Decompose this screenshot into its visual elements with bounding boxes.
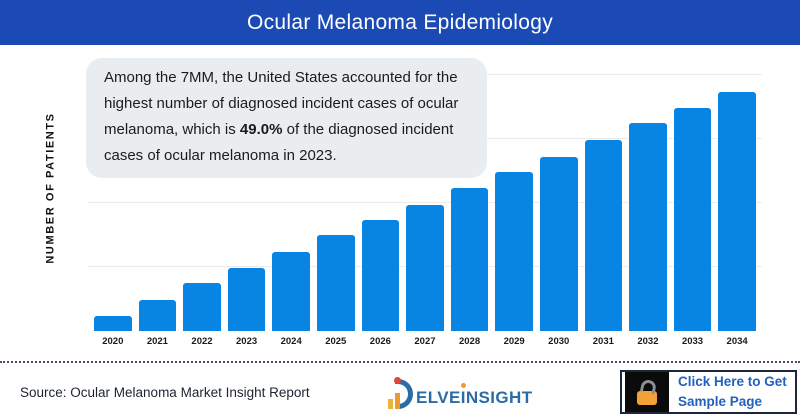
bar-cell-2029: 2029: [495, 172, 533, 350]
button-label-line2: Sample Page: [678, 394, 763, 409]
bar-cell-2032: 2032: [629, 123, 667, 350]
logo-red-dot-icon: [394, 377, 401, 384]
x-tick-label: 2025: [325, 336, 347, 347]
x-tick-label: 2026: [369, 336, 391, 347]
open-padlock-icon: [625, 372, 669, 412]
logo-mini-bar-icon: [388, 399, 393, 409]
x-tick-label: 2022: [191, 336, 213, 347]
bar-2033: [673, 108, 712, 331]
bar-2032: [629, 123, 667, 331]
bar-cell-2021: 2021: [138, 300, 177, 350]
bar-cell-2026: 2026: [361, 220, 400, 350]
y-axis-label: NUMBER OF PATIENTS: [44, 112, 57, 264]
bar-cell-2033: 2033: [673, 108, 712, 350]
bar-2030: [539, 157, 578, 331]
logo-d-bowl: [395, 379, 413, 409]
page-title: Ocular Melanoma Epidemiology: [246, 10, 554, 34]
callout-text-after: of the diagnosed incident cases of ocula…: [104, 121, 454, 164]
bar-cell-2027: 2027: [406, 205, 444, 350]
logo-letter-i: I: [461, 383, 466, 407]
bar-cell-2028: 2028: [450, 188, 489, 350]
bar-2021: [138, 300, 177, 331]
bar-2024: [272, 252, 310, 331]
bars-row: 2020 2021 2022 2023 2024 2025 2026 2027 2028 2029…: [94, 74, 756, 350]
button-label-line1: Click Here to Get: [678, 374, 787, 390]
x-tick-label: 2024: [280, 336, 302, 347]
x-tick-label: 2021: [146, 336, 168, 347]
header-bar: Ocular Melanoma Epidemiology: [0, 0, 800, 45]
logo-i-dot-icon: [460, 383, 466, 388]
bar-cell-2034: 2034: [718, 92, 756, 350]
x-tick-label: 2023: [236, 336, 258, 347]
bar-2022: [183, 283, 221, 331]
callout-highlight: 49.0%: [239, 121, 283, 138]
x-tick-label: 2033: [681, 336, 704, 347]
source-text: Source: Ocular Melanoma Market Insight R…: [20, 385, 310, 400]
x-tick-label: 2031: [592, 336, 614, 347]
bar-2020: [94, 316, 132, 331]
get-sample-page-button[interactable]: Click Here to Get Sample Page: [620, 370, 797, 414]
x-tick-label: 2034: [726, 336, 748, 347]
callout-text-box: Among the 7MM, the United States account…: [86, 58, 487, 178]
bar-2026: [361, 220, 400, 331]
delveinsight-logo: ELVE INSIGHT: [388, 377, 533, 409]
x-tick-label: 2029: [503, 336, 525, 347]
bar-cell-2020: 2020: [94, 316, 132, 350]
x-tick-label: 2027: [414, 336, 436, 347]
gridline: [88, 202, 762, 203]
bar-2025: [316, 235, 355, 331]
bar-cell-2023: 2023: [227, 268, 266, 350]
logo-text-elve: ELVE: [416, 388, 461, 407]
dotted-separator: [0, 361, 800, 363]
button-label: Click Here to Get Sample Page: [669, 372, 795, 412]
bar-chart: 2020 2021 2022 2023 2024 2025 2026 2027 2028 2029…: [88, 74, 762, 350]
logo-text: ELVE INSIGHT: [416, 383, 533, 409]
logo-text-nsight: NSIGHT: [465, 388, 533, 407]
logo-mini-bar-icon: [395, 393, 400, 409]
x-tick-label: 2020: [102, 336, 124, 347]
callout-text-before: Among the 7MM, the United States account…: [104, 69, 459, 138]
bar-2023: [227, 268, 266, 331]
bar-cell-2022: 2022: [183, 283, 221, 350]
bar-cell-2030: 2030: [539, 157, 578, 350]
bar-2028: [450, 188, 489, 331]
bar-2027: [406, 205, 444, 331]
bar-cell-2025: 2025: [316, 235, 355, 350]
x-tick-label: 2030: [548, 336, 570, 347]
bar-2029: [495, 172, 533, 331]
bar-cell-2024: 2024: [272, 252, 310, 350]
x-tick-label: 2032: [637, 336, 659, 347]
bar-cell-2031: 2031: [584, 140, 623, 350]
x-tick-label: 2028: [458, 336, 481, 347]
logo-d-icon: [388, 377, 414, 409]
bar-2031: [584, 140, 623, 331]
bar-2034: [718, 92, 756, 331]
